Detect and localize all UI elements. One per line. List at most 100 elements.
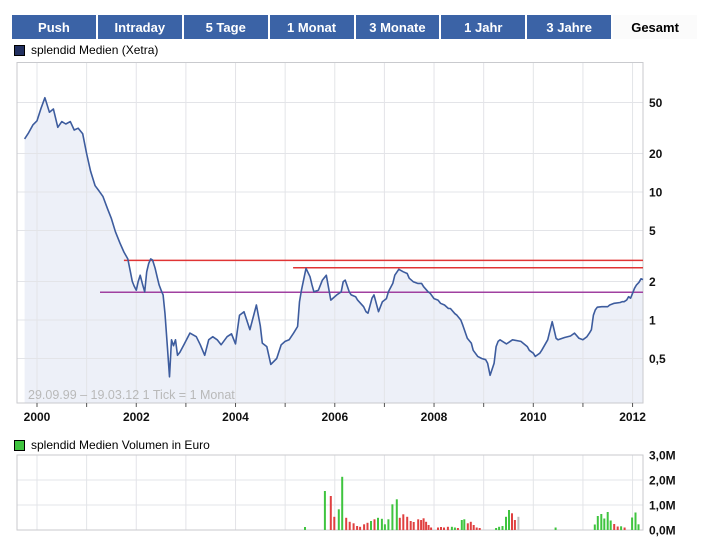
tab-3-jahre[interactable]: 3 Jahre (527, 15, 612, 39)
svg-text:5: 5 (649, 224, 656, 238)
svg-text:1: 1 (649, 314, 656, 328)
period-tab-bar: Push Intraday 5 Tage 1 Monat 3 Monate 1 Jahr 3… (12, 15, 697, 39)
volume-bar (606, 512, 609, 530)
svg-text:2006: 2006 (321, 410, 348, 424)
volume-bar (363, 524, 366, 531)
volume-bar (304, 527, 306, 530)
price-line (23, 96, 644, 378)
volume-bar (478, 528, 481, 530)
svg-text:2004: 2004 (222, 410, 249, 424)
volume-bar (623, 527, 626, 530)
volume-bar (395, 499, 398, 531)
volume-bar (637, 524, 640, 531)
svg-text:2012: 2012 (619, 410, 646, 424)
volume-bar (450, 526, 453, 531)
svg-text:10: 10 (649, 186, 663, 200)
tab-intraday[interactable]: Intraday (97, 15, 182, 39)
volume-bar (430, 527, 433, 530)
volume-bar (380, 518, 383, 531)
volume-bar (370, 521, 372, 530)
volume-bar (460, 520, 463, 530)
x-axis-ticks (36, 403, 634, 407)
volume-legend-label: splendid Medien Volumen in Euro (31, 438, 210, 452)
price-gridlines (17, 62, 643, 403)
price-y-axis-labels: 50 20 10 5 2 1 0,5 (649, 96, 666, 366)
volume-bar (443, 527, 445, 530)
volume-bar (348, 521, 351, 531)
volume-bar (631, 517, 634, 530)
volume-gridlines (17, 455, 643, 530)
svg-text:1,0M: 1,0M (649, 499, 676, 513)
svg-text:3,0M: 3,0M (649, 449, 676, 463)
volume-bar (456, 528, 459, 530)
volume-bar (634, 512, 637, 530)
volume-bar (359, 526, 362, 531)
svg-text:2: 2 (649, 275, 656, 289)
volume-bar (600, 514, 603, 530)
volume-bar (498, 526, 501, 531)
volume-bar (495, 528, 498, 530)
volume-bar (513, 520, 516, 530)
volume-bar (603, 518, 606, 530)
volume-bar (463, 519, 466, 531)
volume-bar (446, 526, 449, 531)
volume-bar (475, 527, 478, 530)
price-legend: splendid Medien (Xetra) (14, 43, 158, 57)
volume-bar (402, 514, 405, 531)
volume-legend: splendid Medien Volumen in Euro (14, 438, 210, 452)
volume-bar (406, 516, 409, 531)
svg-text:2,0M: 2,0M (649, 474, 676, 488)
volume-bar (613, 524, 616, 530)
x-axis-labels: 2000 2002 2004 2006 2008 2010 2012 (24, 410, 647, 424)
volume-bar (501, 526, 504, 530)
tab-5-tage[interactable]: 5 Tage (183, 15, 268, 39)
volume-bar (391, 504, 394, 531)
volume-bar (352, 523, 355, 531)
tab-3-monate[interactable]: 3 Monate (355, 15, 440, 39)
price-legend-swatch-icon (14, 44, 25, 56)
svg-text:2000: 2000 (24, 410, 51, 424)
volume-bar (437, 527, 439, 530)
svg-text:20: 20 (649, 147, 663, 161)
volume-bar (593, 524, 596, 530)
volume-bar (511, 513, 513, 531)
volume-bar (505, 516, 507, 531)
tab-gesamt[interactable]: Gesamt (613, 15, 697, 39)
volume-bar (508, 510, 510, 530)
volume-bar (472, 525, 475, 530)
svg-text:0,5: 0,5 (649, 352, 666, 366)
volume-bar (466, 523, 469, 531)
volume-bar (440, 527, 442, 530)
volume-bar (554, 527, 557, 530)
date-range-watermark: 29.09.99 – 19.03.12 1 Tick = 1 Monat (28, 388, 235, 402)
svg-text:0,0M: 0,0M (649, 524, 676, 538)
volume-bar (417, 519, 420, 531)
volume-bars (304, 476, 640, 531)
volume-bar (356, 526, 359, 530)
volume-bar (337, 509, 340, 531)
volume-bar (427, 525, 430, 530)
volume-bar (366, 522, 369, 530)
volume-legend-swatch-icon (14, 439, 25, 451)
volume-bar (323, 491, 326, 530)
volume-bar (517, 516, 520, 531)
price-chart: 29.09.99 – 19.03.12 1 Tick = 1 Monat5020… (16, 62, 666, 424)
volume-bar (469, 521, 472, 531)
volume-bar (620, 526, 623, 531)
volume-bar (609, 520, 612, 530)
svg-text:2010: 2010 (520, 410, 547, 424)
svg-text:2002: 2002 (123, 410, 150, 424)
tab-1-jahr[interactable]: 1 Jahr (441, 15, 526, 39)
volume-bar (616, 526, 619, 530)
tab-push[interactable]: Push (12, 15, 96, 39)
svg-text:2008: 2008 (421, 410, 448, 424)
volume-bar (383, 524, 386, 531)
volume-chart: 3,0M 2,0M 1,0M 0,0M (16, 449, 676, 538)
tab-1-monat[interactable]: 1 Monat (269, 15, 354, 39)
volume-bar (422, 518, 425, 531)
volume-bar (373, 519, 376, 531)
volume-bar (387, 519, 390, 531)
volume-bar (409, 521, 412, 530)
volume-bar (329, 496, 332, 530)
